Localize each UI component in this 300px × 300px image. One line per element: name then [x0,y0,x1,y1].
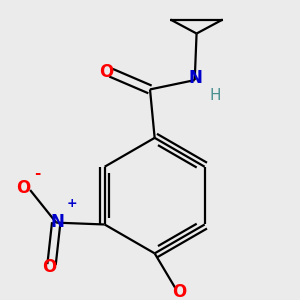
Text: +: + [67,197,77,211]
Text: H: H [209,88,221,103]
Text: O: O [43,258,57,276]
Text: N: N [50,213,64,231]
Text: O: O [16,179,31,197]
Text: -: - [34,166,41,181]
Text: N: N [189,69,202,87]
Text: O: O [172,283,186,300]
Text: O: O [99,63,113,81]
